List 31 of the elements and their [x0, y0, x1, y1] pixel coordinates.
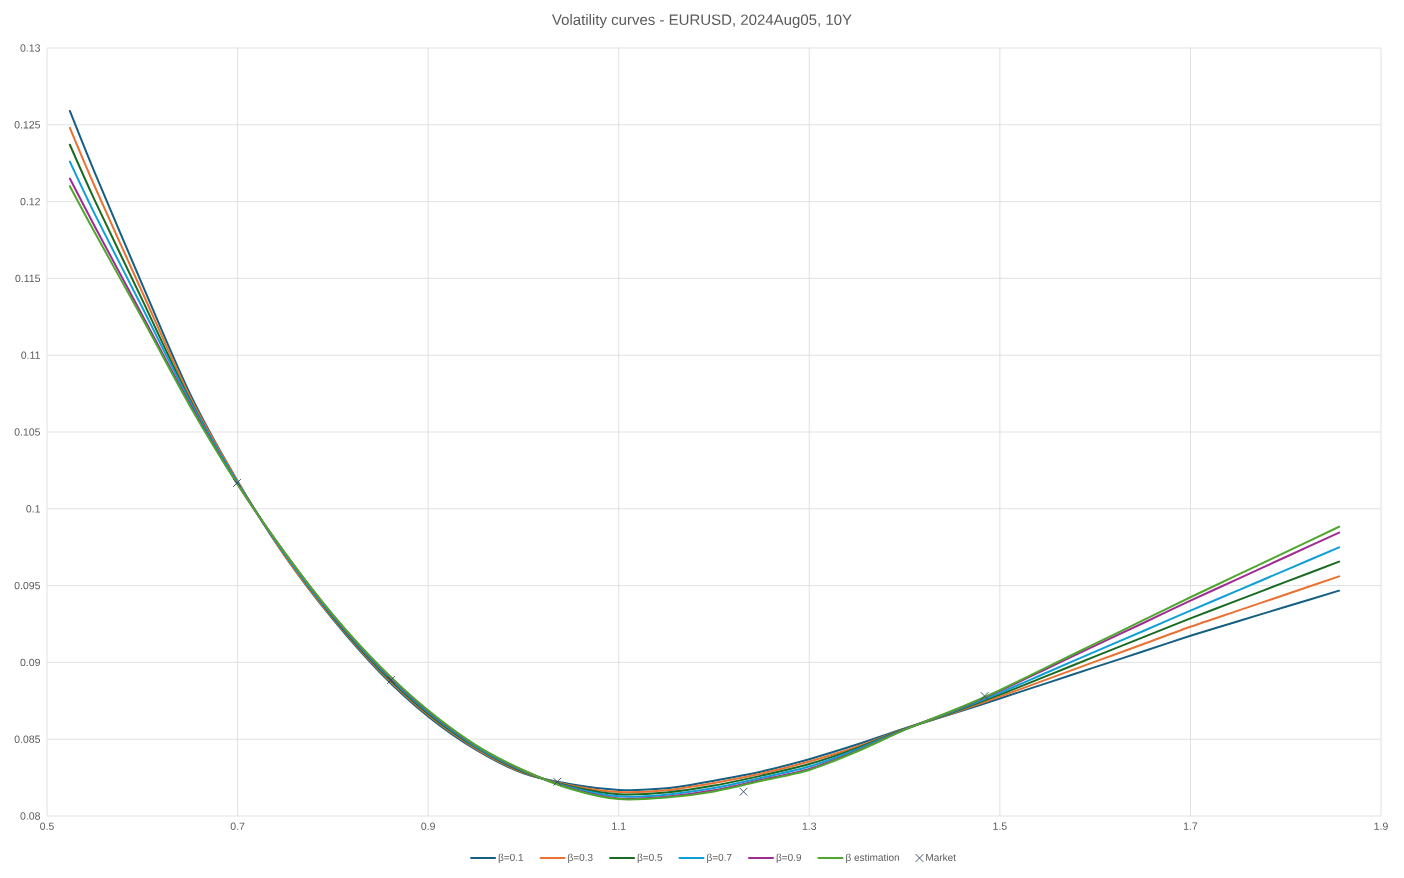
point — [552, 777, 562, 787]
x-tick-label: 1.7 — [1183, 822, 1198, 830]
y-tick-label: 0.11 — [21, 351, 40, 359]
legend-label: β estimation — [846, 853, 899, 863]
point — [980, 691, 989, 701]
legend-label: β=0.7 — [707, 853, 732, 863]
y-tick-label: 0.13 — [20, 44, 41, 52]
legend-label: β=0.1 — [498, 853, 524, 863]
y-tick-label: 0.095 — [14, 581, 41, 590]
x-tick-label: 0.9 — [421, 822, 435, 830]
legend-label: Market — [926, 853, 956, 861]
y-tick-label: 0.115 — [15, 274, 41, 283]
legend-label: β=0.9 — [776, 853, 802, 863]
x-tick-label: 0.7 — [230, 822, 245, 830]
y-tick-label: 0.085 — [14, 735, 41, 743]
point — [386, 675, 396, 685]
x-tick-label: 1.3 — [802, 822, 817, 830]
y-tick-label: 0.1 — [26, 505, 40, 513]
legend-label: β=0.5 — [637, 853, 663, 863]
x-tick-label: 1.5 — [993, 822, 1007, 830]
x-tick-label: 1.1 — [612, 822, 626, 830]
y-tick-label: 0.125 — [14, 121, 41, 129]
point — [739, 787, 748, 797]
x-tick-label: 1.9 — [1374, 822, 1388, 830]
x-tick-label: 0.5 — [40, 822, 54, 830]
y-tick-label: 0.08 — [20, 812, 41, 820]
y-tick-label: 0.105 — [14, 428, 41, 436]
legend-label: β=0.3 — [568, 853, 593, 863]
chart-title: Volatility curves - EURUSD, 2024Aug05, 10Y — [552, 14, 852, 28]
y-tick-label: 0.09 — [20, 658, 40, 667]
y-tick-label: 0.12 — [20, 197, 40, 206]
